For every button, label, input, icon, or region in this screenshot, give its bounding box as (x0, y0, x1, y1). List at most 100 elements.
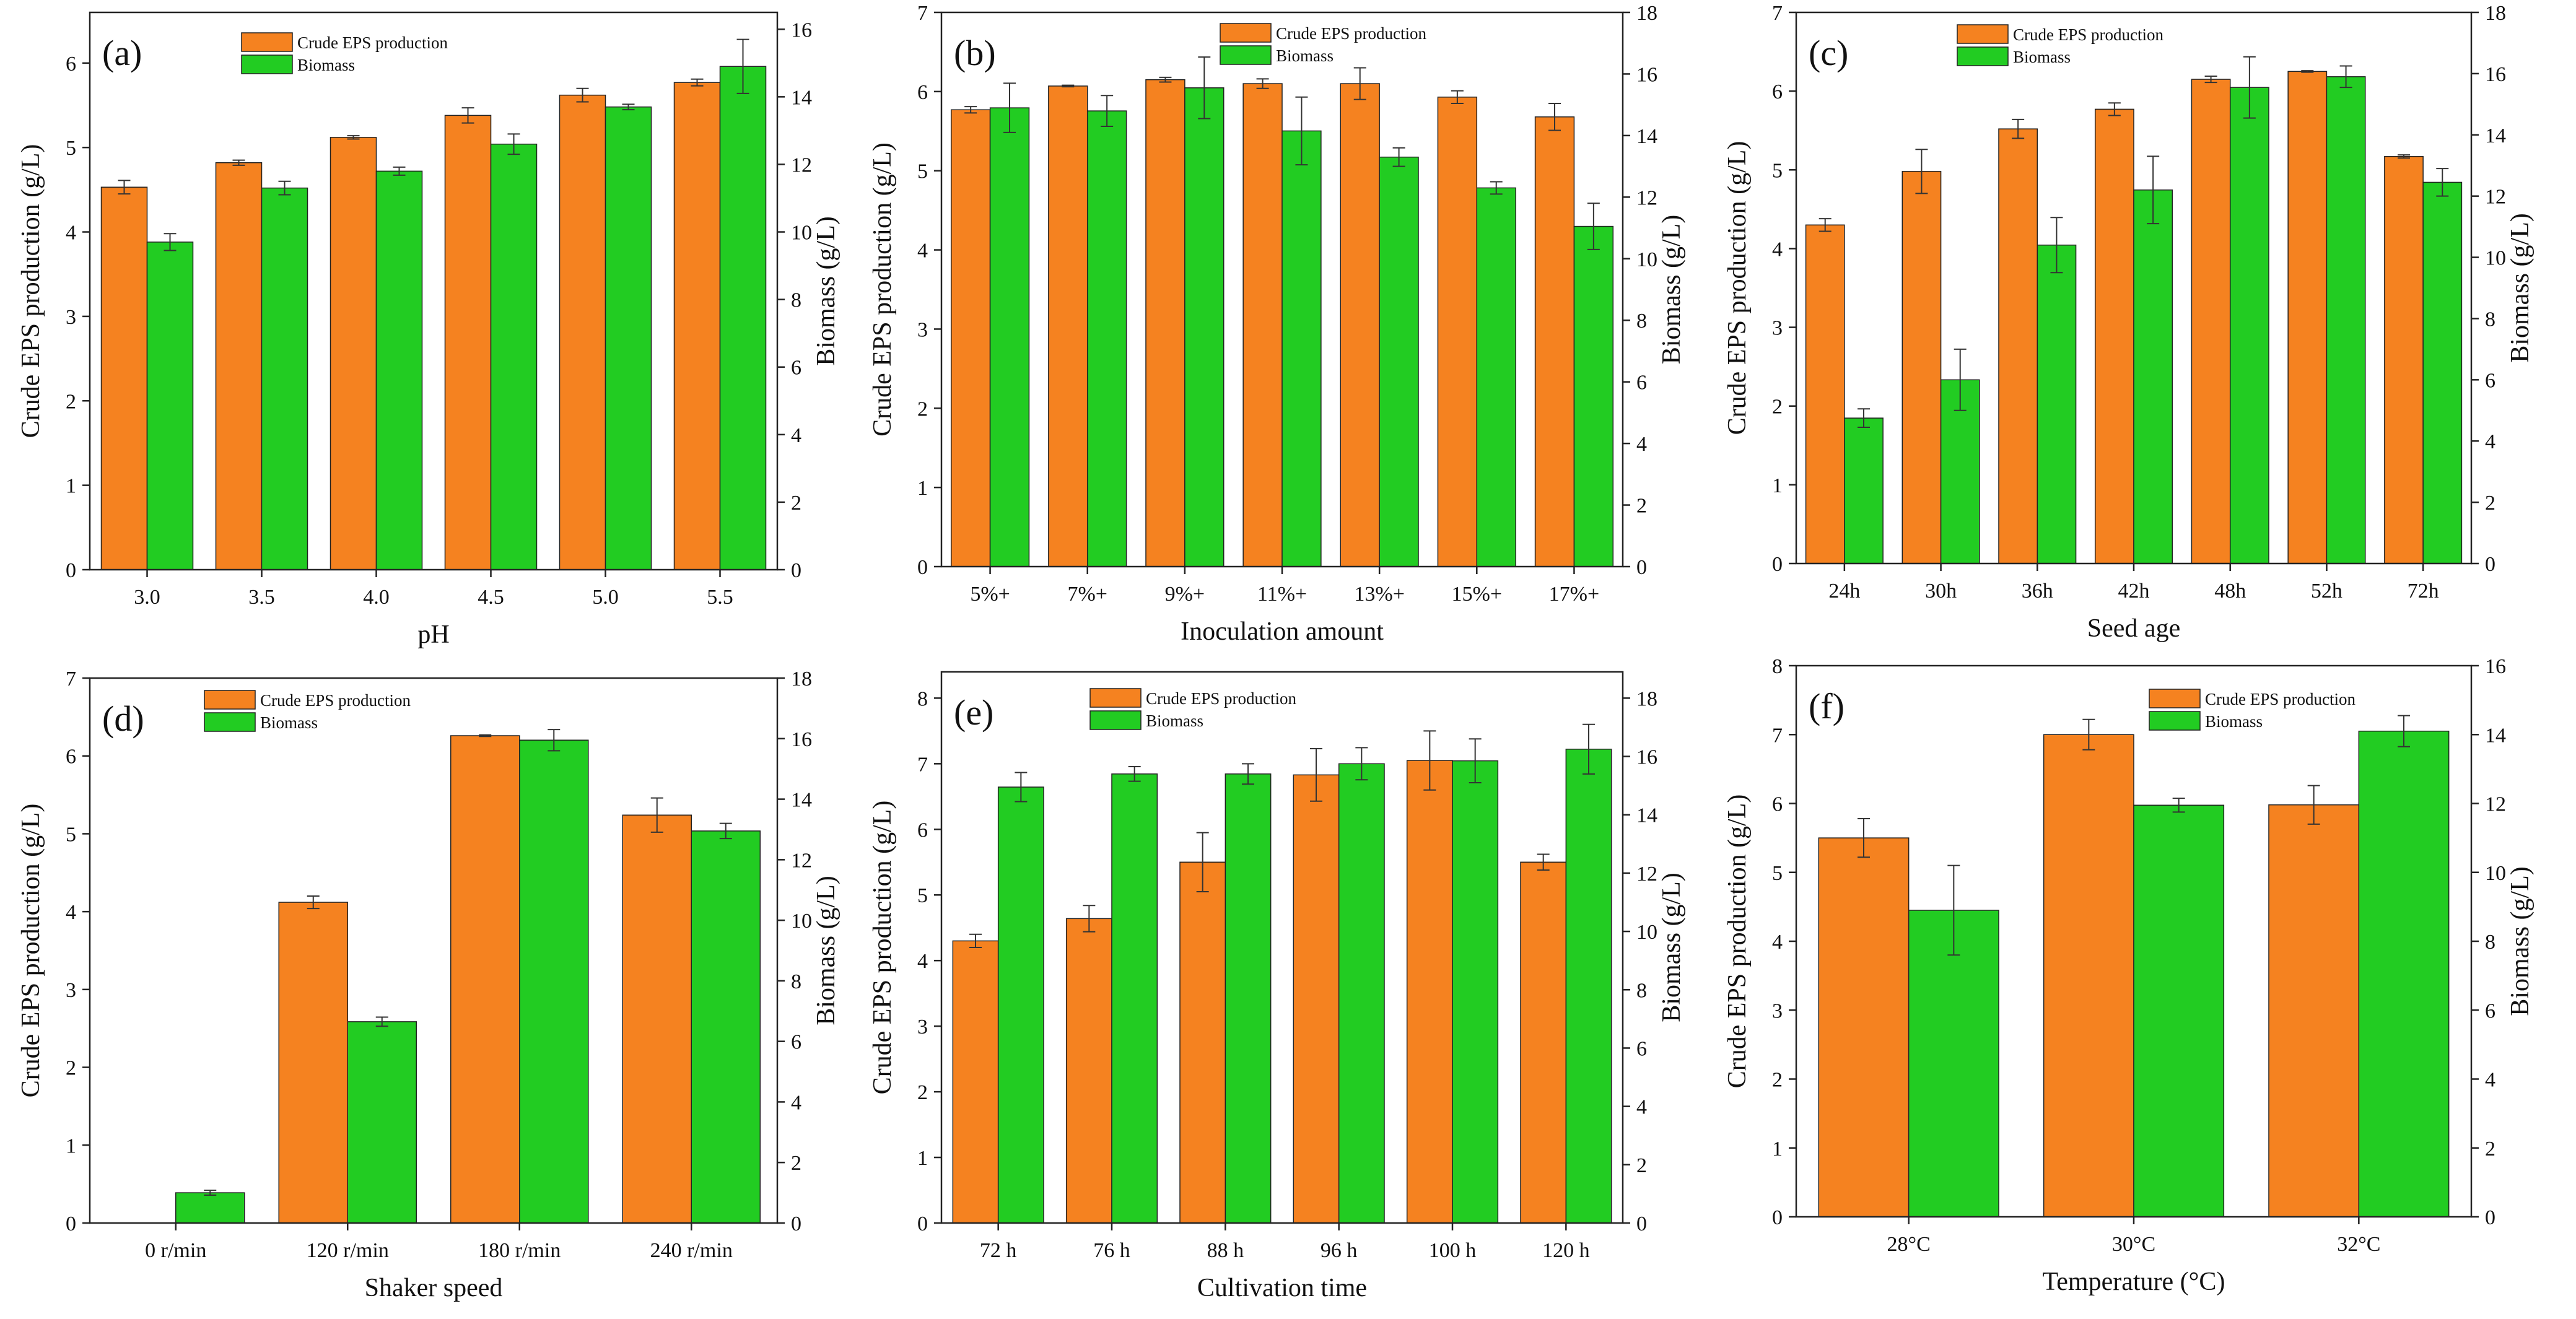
y2-tick-label: 8 (791, 289, 801, 312)
biomass-bar-1 (146, 242, 194, 570)
biomass-bar-1 (997, 786, 1044, 1224)
legend-label: Crude EPS production (2013, 25, 2163, 44)
biomass-bar-3 (1225, 773, 1272, 1224)
biomass-bar-4 (1281, 130, 1322, 567)
y2-tick-label: 10 (2485, 862, 2506, 885)
y-tick-label: 2 (1772, 396, 1783, 419)
eps-bar-7 (2384, 155, 2424, 564)
y-tick-label: 4 (66, 222, 76, 245)
y2-tick-label: 6 (1636, 1037, 1647, 1060)
y2-tick-label: 4 (791, 1091, 801, 1114)
y-tick-label: 0 (66, 559, 76, 582)
biomass-bar-5 (1379, 156, 1419, 567)
eps-bar-1 (1818, 837, 1910, 1217)
panel-label: (c) (1809, 33, 1848, 73)
y2-tick-label: 8 (1636, 979, 1647, 1002)
y2-tick-label: 6 (791, 357, 801, 380)
y-tick-label: 6 (66, 746, 76, 768)
y2-tick-label: 12 (791, 849, 812, 872)
y-tick-label: 4 (1772, 931, 1783, 954)
y-tick-label: 6 (917, 819, 928, 842)
eps-bar-1 (952, 940, 999, 1224)
x-tick-label: 9%+ (1165, 583, 1205, 606)
y2-tick-label: 16 (791, 19, 812, 41)
y-tick-label: 3 (66, 306, 76, 329)
x-tick-label: 72h (2408, 580, 2439, 603)
y-tick-label: 0 (917, 556, 928, 579)
y-tick-label: 2 (917, 1081, 928, 1104)
biomass-bar-2 (2133, 804, 2225, 1217)
y2-tick-label: 4 (1636, 433, 1647, 456)
biomass-bar-2 (261, 187, 308, 570)
x-axis-title: Seed age (2087, 614, 2180, 643)
y2-tick-label: 6 (2485, 369, 2495, 392)
eps-bar-3 (330, 137, 377, 570)
x-tick-label: 36h (2022, 580, 2053, 603)
y-tick-label: 5 (66, 823, 76, 846)
y2-tick-label: 4 (2485, 430, 2495, 453)
y-tick-label: 6 (1772, 793, 1783, 816)
eps-bar-1 (950, 109, 991, 567)
panel-label: (e) (954, 692, 993, 733)
biomass-bar-2 (1086, 110, 1127, 567)
legend-label: Biomass (2013, 48, 2071, 66)
x-tick-label: 5.5 (707, 586, 733, 609)
x-tick-label: 30h (1925, 580, 1957, 603)
biomass-bar-3 (1184, 87, 1225, 567)
y-tick-label: 7 (917, 753, 928, 776)
legend-swatch-biomass (2149, 711, 2201, 731)
y-tick-label: 4 (917, 950, 928, 973)
eps-bar-2 (1048, 85, 1088, 567)
biomass-bar-7 (1573, 225, 1614, 567)
y-tick-label: 0 (66, 1212, 76, 1235)
x-tick-label: 76 h (1093, 1239, 1130, 1262)
y-tick-label: 5 (917, 160, 928, 183)
eps-bar-2 (2043, 734, 2134, 1217)
legend-swatch-biomass (241, 54, 293, 74)
panel-label: (d) (102, 699, 144, 739)
y2-tick-label: 0 (791, 559, 801, 582)
y-tick-label: 1 (917, 1147, 928, 1170)
biomass-bar-4 (691, 830, 761, 1224)
y-tick-label: 0 (1772, 1206, 1783, 1229)
x-tick-label: 5.0 (592, 586, 619, 609)
y2-axis-title: Biomass (g/L) (812, 216, 840, 365)
y-tick-label: 2 (66, 1057, 76, 1080)
y-tick-label: 3 (66, 979, 76, 1002)
legend-label: Biomass (297, 56, 355, 74)
y-tick-label: 5 (1772, 159, 1783, 182)
y2-tick-label: 10 (791, 910, 812, 933)
biomass-bar-1 (1844, 417, 1884, 564)
y-axis-title: Crude EPS production (g/L) (17, 804, 45, 1098)
biomass-bar-1 (1908, 910, 1999, 1217)
legend-label: Crude EPS production (260, 691, 411, 710)
eps-bar-5 (2191, 79, 2231, 564)
eps-bar-2 (278, 902, 348, 1224)
y-tick-label: 2 (1772, 1069, 1783, 1092)
eps-bar-4 (622, 814, 692, 1224)
y-axis-title: Crude EPS production (g/L) (868, 142, 897, 437)
biomass-bar-5 (2229, 87, 2269, 564)
y2-tick-label: 18 (791, 668, 812, 690)
y-tick-label: 7 (917, 2, 928, 25)
y2-tick-label: 10 (2485, 247, 2506, 270)
x-tick-label: 72 h (980, 1239, 1017, 1262)
y2-tick-label: 8 (1636, 310, 1647, 333)
y-tick-label: 4 (1772, 238, 1783, 261)
eps-bar-5 (1340, 83, 1380, 567)
legend-swatch-eps (2149, 689, 2201, 708)
eps-bar-2 (215, 162, 263, 570)
x-tick-label: 17%+ (1549, 583, 1600, 606)
y2-tick-label: 16 (2485, 655, 2506, 678)
y2-tick-label: 10 (791, 222, 812, 245)
legend-swatch-biomass (1957, 46, 2009, 66)
eps-bar-3 (450, 735, 520, 1224)
panel-label: (a) (102, 33, 142, 73)
y-tick-label: 6 (1772, 81, 1783, 103)
legend-label: Crude EPS production (2205, 690, 2356, 708)
x-tick-label: 180 r/min (478, 1239, 561, 1262)
y-tick-label: 0 (917, 1212, 928, 1235)
